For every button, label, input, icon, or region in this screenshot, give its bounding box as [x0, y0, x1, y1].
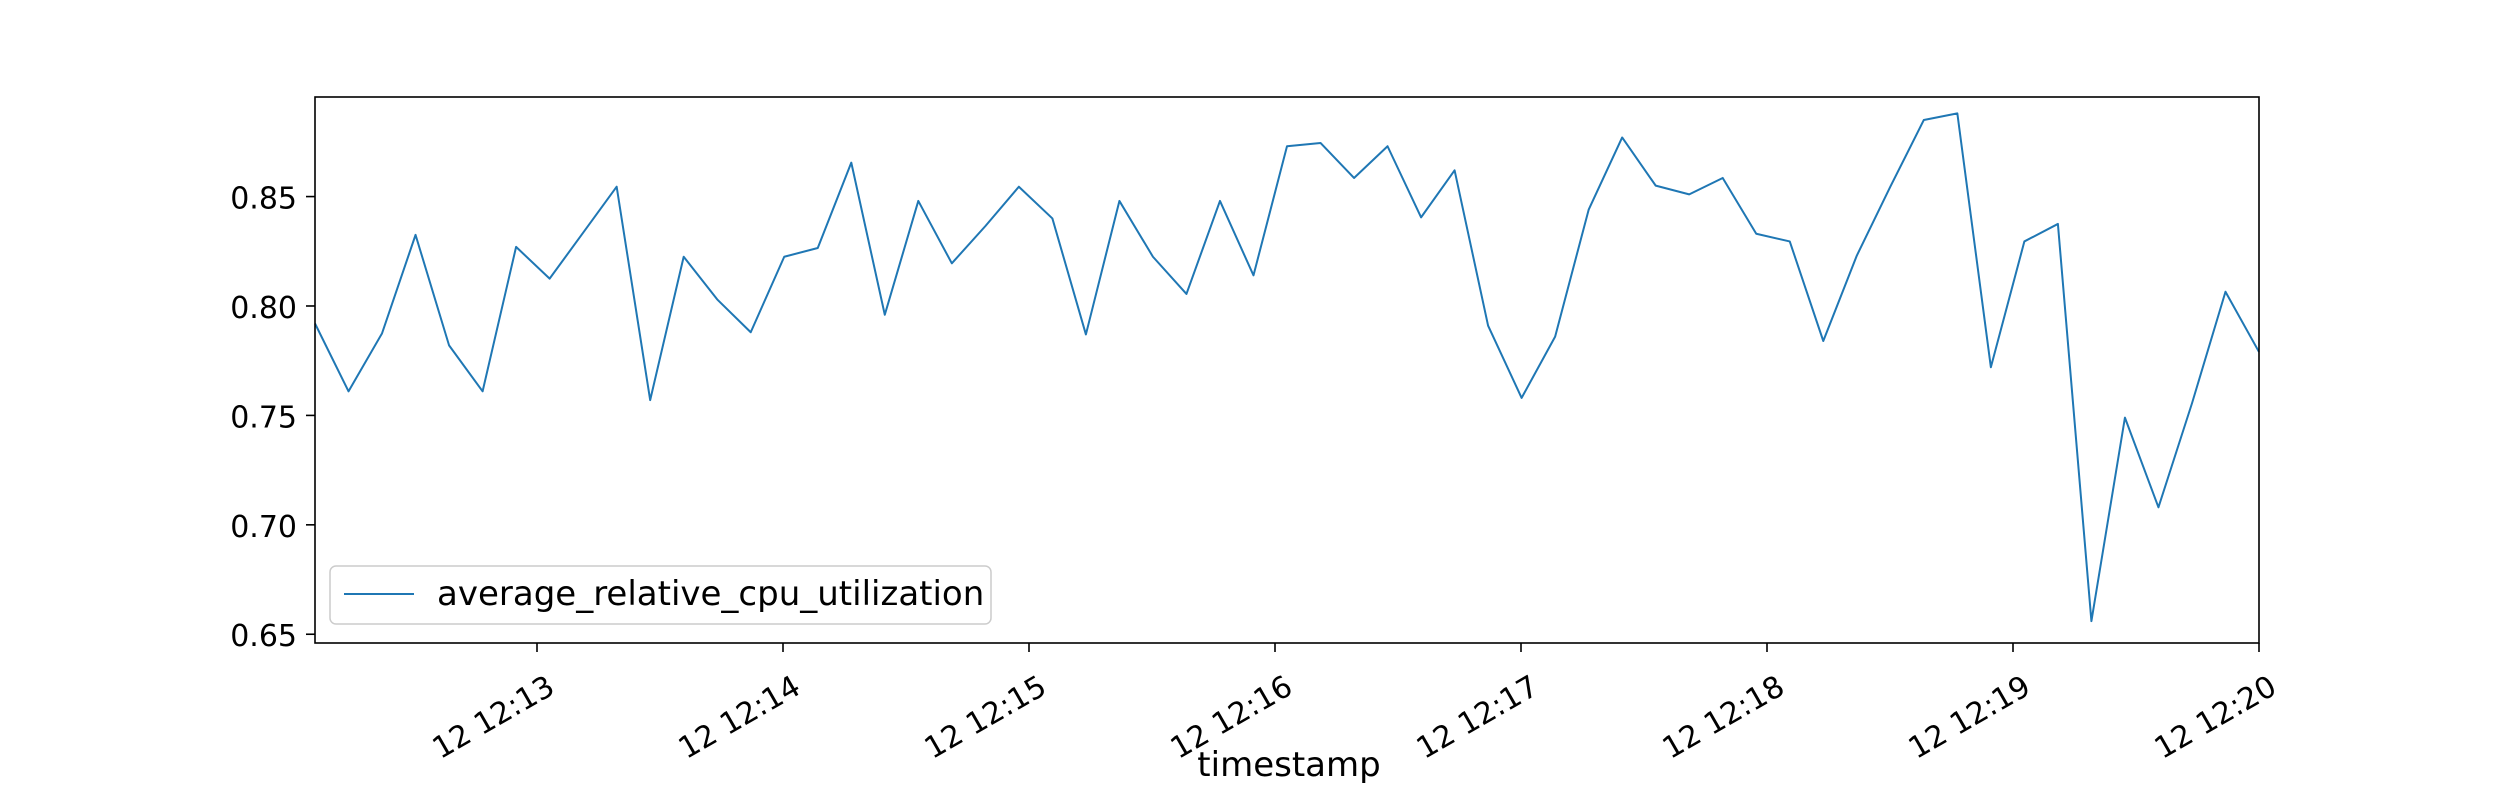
x-axis-label: timestamp — [1197, 745, 1380, 785]
series-line-0 — [314, 112, 2260, 623]
y-tick-label: 0.80 — [230, 291, 297, 326]
axes-frame — [314, 96, 2260, 644]
plot-area — [314, 96, 2260, 644]
legend-series-label: average_relative_cpu_utilization — [437, 574, 984, 614]
y-axis: 0.65 0.70 0.75 0.80 0.85 — [230, 182, 315, 654]
y-tick-label: 0.65 — [230, 619, 297, 654]
legend: average_relative_cpu_utilization — [329, 565, 992, 625]
y-tick-label: 0.85 — [230, 182, 297, 217]
y-tick-label: 0.75 — [230, 400, 297, 435]
legend-box — [329, 565, 992, 625]
y-tick-label: 0.70 — [230, 510, 297, 545]
